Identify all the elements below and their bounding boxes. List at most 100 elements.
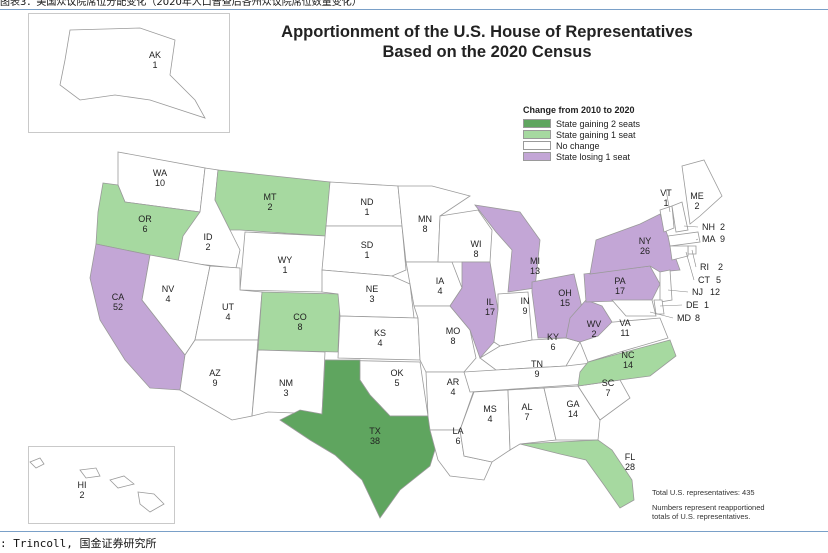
state-shape-tx xyxy=(279,359,439,519)
state-label-nd: ND xyxy=(361,197,374,207)
state-seats-nd: 1 xyxy=(364,207,369,217)
state-shape-ak xyxy=(59,27,206,119)
state-seats-de: 1 xyxy=(704,300,709,310)
state-seats-wv: 2 xyxy=(591,329,596,339)
source-note: : Trincoll, 国金证券研究所 xyxy=(0,537,157,550)
state-label-nc: NC xyxy=(622,350,635,360)
state-seats-md: 8 xyxy=(695,313,700,323)
state-seats-id: 2 xyxy=(205,242,210,252)
state-seats-ca: 52 xyxy=(113,302,123,312)
state-shape-wi xyxy=(437,209,493,263)
total-representatives-note: Total U.S. representatives: 435 xyxy=(652,488,755,497)
legend-label-gain-1: State gaining 1 seat xyxy=(556,129,636,140)
state-label-ky: KY xyxy=(547,332,559,342)
state-shape-nc xyxy=(577,339,677,387)
state-label-va: VA xyxy=(619,318,630,328)
state-label-az: AZ xyxy=(209,368,221,378)
state-shape-hi xyxy=(29,457,165,513)
state-seats-mi: 13 xyxy=(530,266,540,276)
state-seats-az: 9 xyxy=(212,378,217,388)
state-seats-wa: 10 xyxy=(155,178,165,188)
state-label-tn: TN xyxy=(531,359,543,369)
state-label-ok: OK xyxy=(390,368,403,378)
leader-line-nj xyxy=(667,289,689,293)
legend-item-no-change: No change xyxy=(523,140,640,151)
state-seats-ia: 4 xyxy=(437,286,442,296)
state-seats-co: 8 xyxy=(297,322,302,332)
state-label-wi: WI xyxy=(471,239,482,249)
legend-label-lose-1: State losing 1 seat xyxy=(556,151,631,162)
state-label-co: CO xyxy=(293,312,307,322)
state-label-fl: FL xyxy=(625,452,636,462)
state-label-al: AL xyxy=(521,402,532,412)
state-shapes xyxy=(29,27,723,519)
state-seats-me: 2 xyxy=(694,201,699,211)
state-seats-ma: 9 xyxy=(720,234,725,244)
state-label-vt: VT xyxy=(660,188,672,198)
state-label-de: DE xyxy=(686,300,699,310)
state-seats-nj: 12 xyxy=(710,287,720,297)
legend-item-gain-1: State gaining 1 seat xyxy=(523,129,640,140)
state-seats-hi: 2 xyxy=(79,490,84,500)
state-seats-mo: 8 xyxy=(450,336,455,346)
state-label-ne: NE xyxy=(366,284,379,294)
state-label-wv: WV xyxy=(587,319,602,329)
state-seats-il: 17 xyxy=(485,307,495,317)
state-shape-fl xyxy=(519,439,635,509)
state-shape-vt xyxy=(659,205,675,233)
state-shape-ny xyxy=(589,213,681,275)
state-label-ct: CT xyxy=(698,275,710,285)
state-seats-wi: 8 xyxy=(473,249,478,259)
state-seats-in: 9 xyxy=(522,306,527,316)
map-title-line-1: Apportionment of the U.S. House of Repre… xyxy=(281,23,693,41)
state-label-ri: RI xyxy=(700,262,709,272)
state-label-il: IL xyxy=(486,297,494,307)
state-label-la: LA xyxy=(452,426,463,436)
state-shape-de xyxy=(653,299,665,315)
state-seats-al: 7 xyxy=(524,412,529,422)
state-label-tx: TX xyxy=(369,426,381,436)
state-label-nh: NH xyxy=(702,222,715,232)
state-seats-oh: 15 xyxy=(560,298,570,308)
top-rule xyxy=(0,9,828,10)
leader-line-ma xyxy=(695,238,699,241)
legend-swatch-lose-1 xyxy=(523,152,551,161)
state-label-ia: IA xyxy=(436,276,445,286)
map-title: Apportionment of the U.S. House of Repre… xyxy=(252,22,722,62)
state-label-in: IN xyxy=(521,296,530,306)
state-label-wy: WY xyxy=(278,255,293,265)
state-label-mi: MI xyxy=(530,256,540,266)
legend-swatch-gain-1 xyxy=(523,130,551,139)
state-label-ma: MA xyxy=(702,234,716,244)
state-label-oh: OH xyxy=(558,288,572,298)
state-label-wa: WA xyxy=(153,168,167,178)
state-seats-ak: 1 xyxy=(152,60,157,70)
state-label-mn: MN xyxy=(418,214,432,224)
state-seats-or: 6 xyxy=(142,224,147,234)
legend-title: Change from 2010 to 2020 xyxy=(523,105,635,115)
legend-swatch-gain-2 xyxy=(523,119,551,128)
state-seats-nv: 4 xyxy=(165,294,170,304)
state-label-sd: SD xyxy=(361,240,374,250)
state-seats-ut: 4 xyxy=(225,312,230,322)
state-seats-ct: 5 xyxy=(716,275,721,285)
figure-caption: 图表3：美国众议院席位分配变化（2020年人口普查后各州众议院席位数量变化） xyxy=(0,0,362,8)
state-seats-nh: 2 xyxy=(720,222,725,232)
state-seats-wy: 1 xyxy=(282,265,287,275)
leader-line-ri xyxy=(691,249,697,268)
state-seats-tn: 9 xyxy=(534,369,539,379)
legend-label-gain-2: State gaining 2 seats xyxy=(556,118,641,129)
leader-line-de xyxy=(659,304,683,307)
explain-note: Numbers represent reapportioned totals o… xyxy=(652,503,765,521)
legend-label-no-change: No change xyxy=(556,140,600,151)
state-shape-az xyxy=(179,339,259,421)
state-seats-ga: 14 xyxy=(568,409,578,419)
state-label-ar: AR xyxy=(447,377,460,387)
leader-line-md xyxy=(649,311,674,319)
state-label-hi: HI xyxy=(78,480,87,490)
legend-item-lose-1: State losing 1 seat xyxy=(523,151,640,162)
leader-line-vt xyxy=(665,189,671,213)
state-seats-fl: 28 xyxy=(625,462,635,472)
state-seats-ri: 2 xyxy=(718,262,723,272)
